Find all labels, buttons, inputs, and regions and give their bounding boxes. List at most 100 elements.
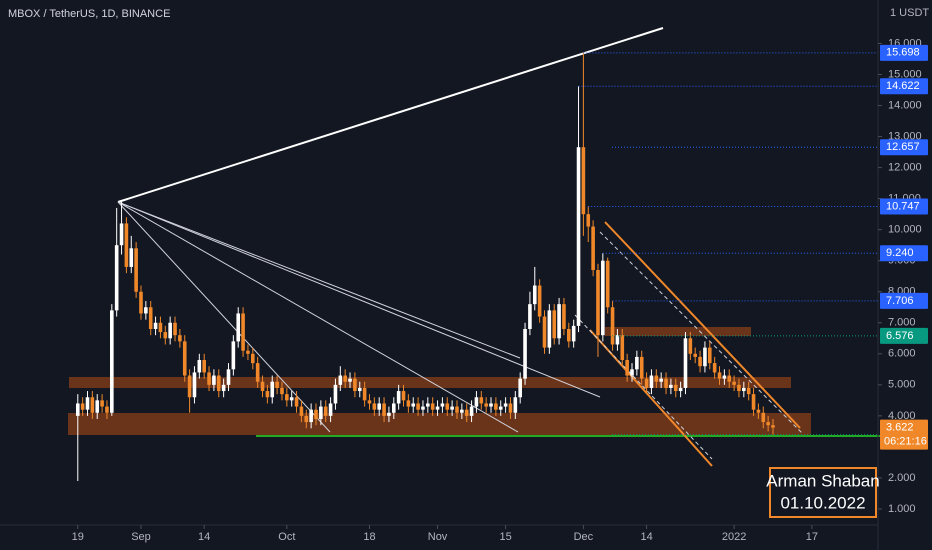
candle-body	[139, 291, 143, 314]
y-tick-label: 6.000	[888, 348, 916, 360]
candle-body	[498, 406, 503, 410]
candle-body	[479, 397, 484, 404]
zone	[68, 413, 811, 435]
candle-body	[445, 403, 450, 410]
x-tick-label: 14	[198, 531, 210, 543]
price-label: 15.698	[886, 47, 920, 59]
candle-body	[216, 375, 221, 392]
candle-body	[722, 375, 727, 379]
price-label: 12.657	[886, 141, 920, 153]
channel-line	[604, 221, 801, 429]
candle-body	[294, 397, 299, 407]
candle-body	[260, 381, 265, 392]
price-label-box	[880, 78, 928, 95]
candle-body	[639, 356, 644, 379]
candle-body	[270, 381, 275, 398]
candle-body	[158, 322, 163, 333]
candle-body	[664, 378, 668, 388]
candle-body	[460, 409, 464, 413]
candle-body	[319, 406, 323, 419]
candle-body	[421, 406, 425, 410]
candle-body	[241, 313, 245, 351]
candle-body	[377, 403, 382, 410]
candle-body	[168, 322, 172, 339]
candle-body	[90, 397, 95, 413]
candle-body	[207, 372, 211, 385]
price-label-box	[880, 44, 928, 61]
countdown: 06:21:16	[884, 436, 927, 448]
candle-body	[591, 226, 595, 271]
candle-body	[85, 397, 90, 410]
candle-body	[756, 409, 761, 413]
last-price-label: 3.622	[886, 422, 914, 434]
candle-body	[265, 391, 270, 398]
x-tick-label: Dec	[574, 531, 594, 543]
candle-body	[615, 335, 620, 345]
candle-body	[693, 353, 698, 357]
candle-body	[489, 403, 493, 407]
y-tick-label: 10.000	[888, 224, 922, 236]
candle-body	[508, 403, 513, 413]
candle-body	[746, 387, 751, 395]
candle-body	[289, 397, 294, 401]
candle-body	[343, 375, 347, 382]
candle-body	[192, 372, 197, 398]
zone	[69, 377, 791, 388]
candle-body	[416, 403, 420, 410]
candle-body	[766, 422, 770, 426]
candle-body	[571, 325, 576, 342]
candle-body	[649, 375, 654, 388]
candle-body	[100, 400, 104, 407]
candle-body	[163, 332, 168, 339]
candle-body	[406, 400, 411, 407]
candle-body	[212, 375, 216, 385]
candle-body	[494, 403, 498, 410]
y-tick-label: 4.000	[888, 410, 916, 422]
candle-body	[513, 397, 518, 413]
price-label: 7.706	[886, 295, 914, 307]
candle-body	[338, 375, 343, 385]
x-tick-label: Oct	[278, 531, 295, 543]
candle-body	[761, 412, 766, 423]
candle-body	[484, 403, 488, 407]
candle-body	[557, 304, 561, 339]
candle-body	[742, 387, 746, 392]
fan-line	[117, 201, 601, 398]
candle-body	[469, 406, 474, 416]
candle-body	[221, 384, 226, 392]
candle-body	[576, 147, 581, 326]
candle-body	[353, 378, 357, 392]
candle-body	[630, 369, 634, 376]
candle-body	[567, 328, 571, 342]
channel-mid	[599, 231, 804, 435]
candle-body	[304, 415, 309, 423]
price-label-box	[880, 292, 928, 309]
candle-body	[202, 360, 206, 373]
candle-body	[605, 260, 610, 308]
candle-body	[717, 372, 722, 379]
candle-body	[348, 378, 352, 382]
candle-body	[182, 341, 187, 376]
candle-body	[396, 391, 401, 404]
candle-body	[678, 387, 683, 392]
candle-body	[124, 223, 129, 267]
price-label: 9.240	[886, 247, 914, 259]
fan-line	[117, 201, 519, 433]
candle-body	[455, 406, 459, 413]
candle-body	[644, 378, 649, 388]
x-tick-label: Sep	[131, 531, 151, 543]
candle-body	[620, 335, 625, 361]
candle-body	[450, 406, 454, 410]
candle-body	[226, 369, 231, 385]
candle-body	[596, 270, 600, 336]
candle-body	[357, 387, 362, 392]
candle-body	[309, 409, 313, 423]
candle-body	[401, 391, 406, 401]
candle-body	[178, 335, 182, 342]
candle-body	[95, 400, 100, 413]
candle-body	[751, 394, 756, 410]
candle-body	[411, 403, 416, 407]
candle-body	[673, 384, 678, 392]
candle-body	[732, 381, 736, 385]
